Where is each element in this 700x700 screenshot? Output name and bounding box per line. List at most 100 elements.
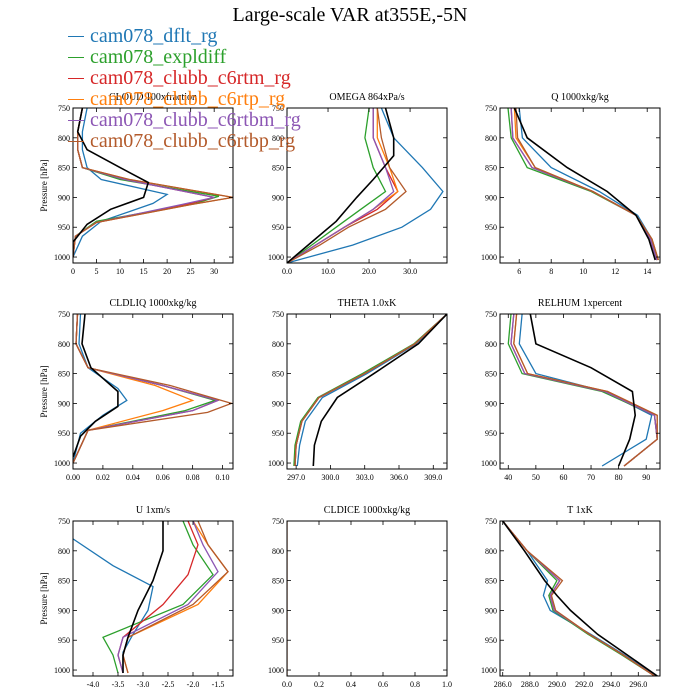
x-tick-label: 0.0 [282,680,292,689]
y-tick-label: 950 [58,636,70,645]
x-tick-label: 10 [116,267,124,276]
series-line [312,314,447,467]
legend-item: cam078_clubb_c6rtm_rg [68,68,301,89]
series-line [529,314,637,467]
y-tick-label: 1000 [54,253,70,262]
x-tick-label: 0.2 [314,680,324,689]
x-tick-label: 0 [71,267,75,276]
x-tick-label: 90 [642,473,650,482]
y-tick-label: 750 [485,310,497,319]
series-line [502,521,655,676]
series-line [507,314,658,467]
x-tick-label: 0.06 [156,473,170,482]
x-tick-label: 25 [187,267,195,276]
plot-frame [72,107,234,264]
series-line [287,108,399,263]
y-tick-label: 1000 [481,666,497,675]
series-group [73,314,233,464]
x-tick-label: 0.4 [346,680,356,689]
series-line [73,314,221,464]
y-tick-label: 950 [58,429,70,438]
plot-frame [499,313,661,470]
legend-item: cam078_dflt_rg [68,26,301,47]
x-tick-label: 296.0 [629,680,647,689]
y-tick-label: 750 [58,104,70,113]
plot-title: CLOUD 100xfraction [109,92,197,103]
subplot: OMEGA 864xPa/s 750 800 850 900 950 1000 0.0 10.0… [268,92,448,276]
plot-title: OMEGA 864xPa/s [329,92,404,103]
x-tick-label: 306.0 [390,473,408,482]
legend-swatch [68,78,84,79]
legend-label: cam078_expldiff [90,46,227,68]
x-tick-label: 297.0 [287,473,305,482]
y-tick-label: 850 [58,577,70,586]
plot-title: CLDLIQ 1000xkg/kg [110,298,197,309]
x-tick-label: 40 [504,473,512,482]
x-tick-label: 10 [579,267,587,276]
x-tick-label: -1.5 [212,680,225,689]
plot-title: RELHUM 1xpercent [538,298,622,309]
x-tick-label: 0.10 [216,473,230,482]
legend-item: cam078_clubb_c6rtp_rg [68,89,301,110]
y-tick-label: 850 [485,164,497,173]
y-tick-label: 1000 [268,459,284,468]
y-tick-label: 950 [485,429,497,438]
series-line [502,521,655,676]
series-line [73,314,233,464]
y-tick-label: 950 [58,223,70,232]
y-tick-label: 750 [272,310,284,319]
x-tick-label: 0.0 [282,267,292,276]
x-tick-label: 309.0 [424,473,442,482]
series-line [73,108,150,257]
series-group [73,521,229,674]
series-line [294,314,447,467]
x-tick-label: 5 [95,267,99,276]
y-tick-label: 900 [485,399,497,408]
y-tick-label: 800 [485,134,497,143]
series-line [287,108,387,263]
y-tick-label: 900 [272,399,284,408]
y-tick-label: 800 [485,340,497,349]
series-line [287,108,395,263]
legend-label: cam078_clubb_c6rtbm_rg [90,109,301,131]
y-tick-label: 950 [485,223,497,232]
page-title: Large-scale VAR at355E,-5N [232,4,468,26]
x-tick-label: 50 [532,473,540,482]
series-line [507,108,658,261]
x-tick-label: 303.0 [356,473,374,482]
y-tick-label: 800 [58,134,70,143]
y-tick-label: 850 [272,164,284,173]
legend-item: cam078_clubb_c6rtbp_rg [68,131,301,152]
x-tick-label: 20.0 [362,267,376,276]
legend-label: cam078_clubb_c6rtp_rg [90,88,286,110]
series-group [507,314,658,467]
y-tick-label: 1000 [54,459,70,468]
y-axis-label: Pressure [hPa] [39,365,49,417]
x-tick-label: 30.0 [403,267,417,276]
series-line [513,108,656,261]
y-axis-label: Pressure [hPa] [39,159,49,211]
x-tick-label: 80 [615,473,623,482]
x-tick-label: 294.0 [602,680,620,689]
y-tick-label: 850 [58,370,70,379]
plot-title: CLDICE 1000xkg/kg [324,505,410,516]
y-tick-label: 800 [272,340,284,349]
y-tick-label: 900 [485,193,497,202]
series-line [287,108,399,263]
y-tick-label: 850 [272,370,284,379]
x-tick-label: 1.0 [442,680,452,689]
x-tick-label: -4.0 [87,680,100,689]
legend-label: cam078_clubb_c6rtm_rg [90,67,291,89]
plot-frame [499,520,661,677]
y-tick-label: 950 [272,223,284,232]
series-line [73,314,119,458]
x-tick-label: 0.00 [66,473,80,482]
series-line [122,521,229,674]
plot-frame [286,313,448,470]
legend: cam078_dflt_rg cam078_expldiff cam078_cl… [68,26,301,152]
series-line [502,521,657,676]
series-line [122,521,164,673]
y-tick-label: 850 [485,577,497,586]
plot-frame [286,520,448,677]
